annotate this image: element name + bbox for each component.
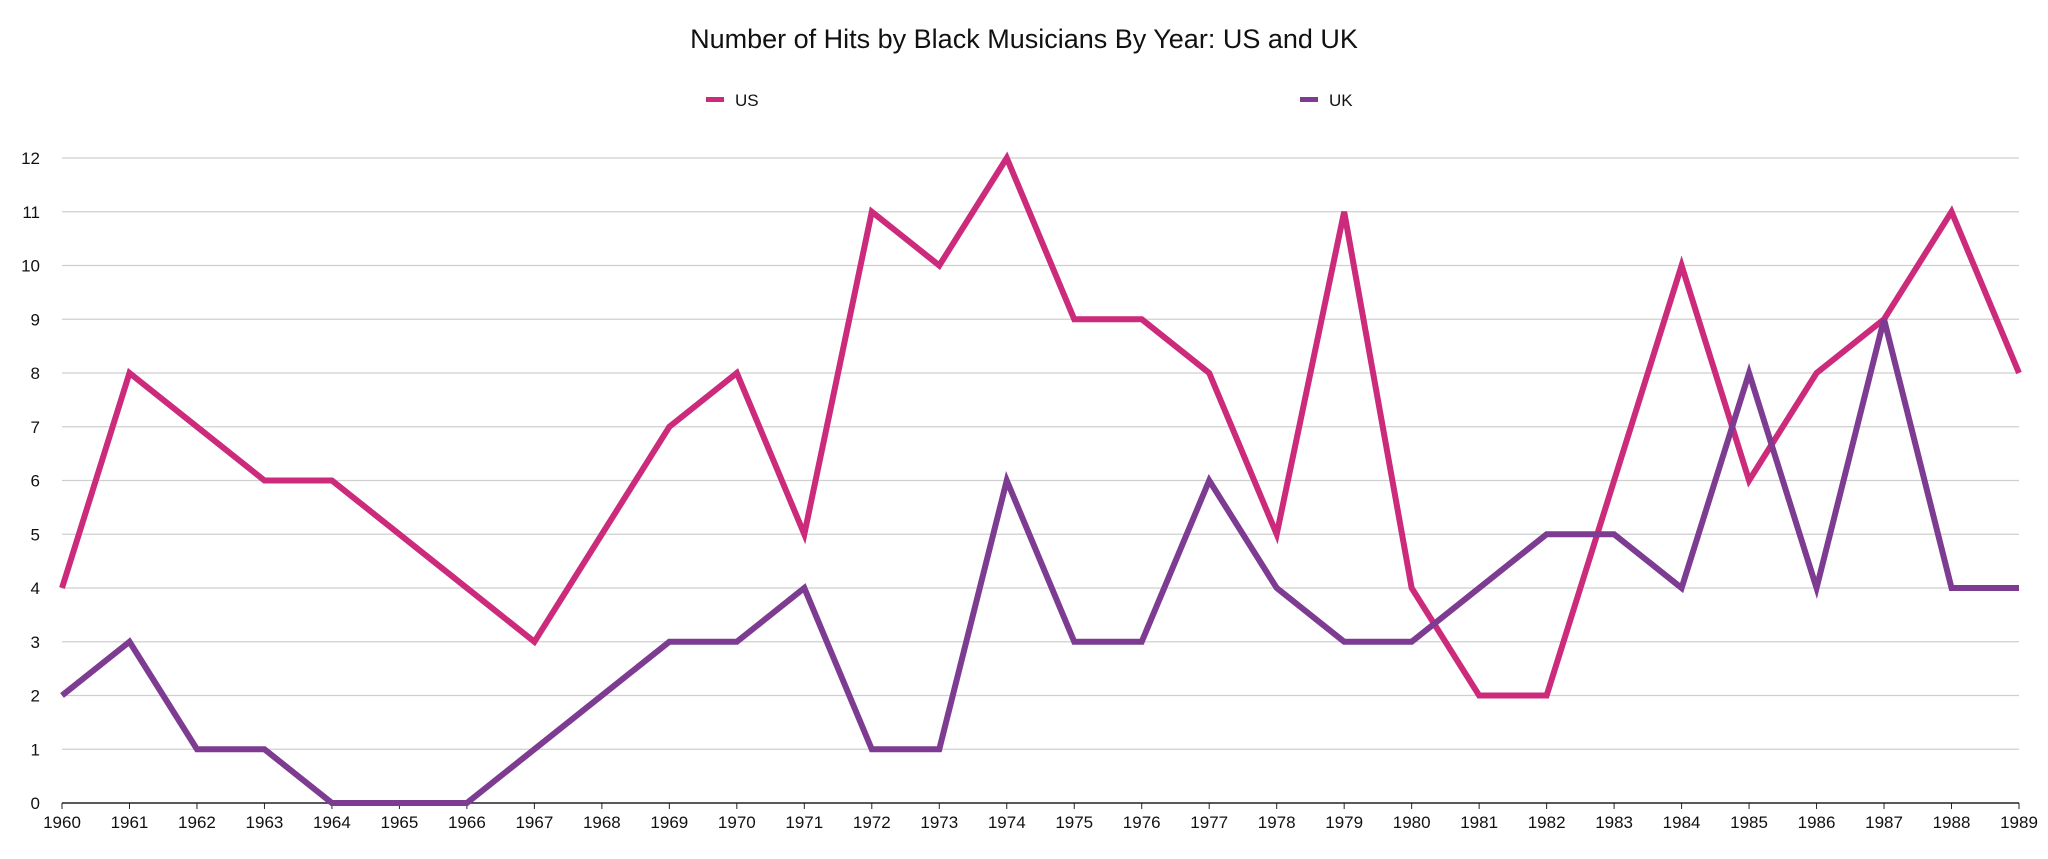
- x-tick-label: 1964: [313, 813, 351, 832]
- x-tick-label: 1986: [1798, 813, 1836, 832]
- y-tick-label: 2: [31, 687, 40, 706]
- x-tick-label: 1977: [1190, 813, 1228, 832]
- x-tick-label: 1976: [1123, 813, 1161, 832]
- x-tick-label: 1971: [785, 813, 823, 832]
- legend-swatch-us: [706, 97, 724, 102]
- y-tick-label: 3: [31, 633, 40, 652]
- x-tick-label: 1962: [178, 813, 216, 832]
- x-tick-label: 1960: [43, 813, 81, 832]
- x-tick-label: 1985: [1730, 813, 1768, 832]
- series-line-uk: [60, 318, 2019, 806]
- x-tick-label: 1970: [718, 813, 756, 832]
- y-tick-label: 5: [31, 525, 40, 544]
- x-tick-label: 1961: [111, 813, 149, 832]
- y-tick-label: 10: [21, 257, 40, 276]
- x-tick-label: 1981: [1460, 813, 1498, 832]
- x-tick-label: 1984: [1663, 813, 1701, 832]
- x-tick-label: 1974: [988, 813, 1026, 832]
- x-tick-label: 1973: [920, 813, 958, 832]
- x-axis-ticks: 1960 1961 1962 1963 1964 1965 1966 1967 1968 1969…: [43, 803, 2038, 832]
- x-tick-label: 1972: [853, 813, 891, 832]
- x-tick-label: 1982: [1528, 813, 1566, 832]
- x-tick-label: 1989: [2000, 813, 2038, 832]
- legend: US UK: [706, 91, 1353, 110]
- y-tick-label: 4: [31, 579, 40, 598]
- x-tick-label: 1963: [246, 813, 284, 832]
- y-tick-label: 9: [31, 310, 40, 329]
- x-tick-label: 1979: [1325, 813, 1363, 832]
- x-tick-label: 1967: [515, 813, 553, 832]
- x-tick-label: 1987: [1865, 813, 1903, 832]
- legend-swatch-uk: [1300, 97, 1318, 102]
- y-tick-label: 11: [22, 203, 40, 222]
- legend-label-us: US: [735, 91, 759, 110]
- x-tick-label: 1983: [1595, 813, 1633, 832]
- x-tick-label: 1988: [1933, 813, 1971, 832]
- y-tick-label: 7: [31, 418, 40, 437]
- series-lines: [59, 151, 2022, 806]
- y-tick-label: 12: [21, 149, 40, 168]
- x-tick-label: 1965: [380, 813, 418, 832]
- y-tick-label: 0: [31, 794, 40, 813]
- x-tick-label: 1966: [448, 813, 486, 832]
- y-tick-label: 8: [31, 364, 40, 383]
- legend-label-uk: UK: [1329, 91, 1353, 110]
- x-tick-label: 1978: [1258, 813, 1296, 832]
- chart-title: Number of Hits by Black Musicians By Yea…: [690, 24, 1358, 54]
- x-tick-label: 1975: [1055, 813, 1093, 832]
- y-tick-label: 6: [31, 472, 40, 491]
- x-tick-label: 1980: [1393, 813, 1431, 832]
- series-line-us: [59, 151, 2022, 699]
- y-tick-label: 1: [31, 740, 40, 759]
- x-tick-label: 1969: [650, 813, 688, 832]
- x-tick-label: 1968: [583, 813, 621, 832]
- gridlines: [62, 157, 2019, 804]
